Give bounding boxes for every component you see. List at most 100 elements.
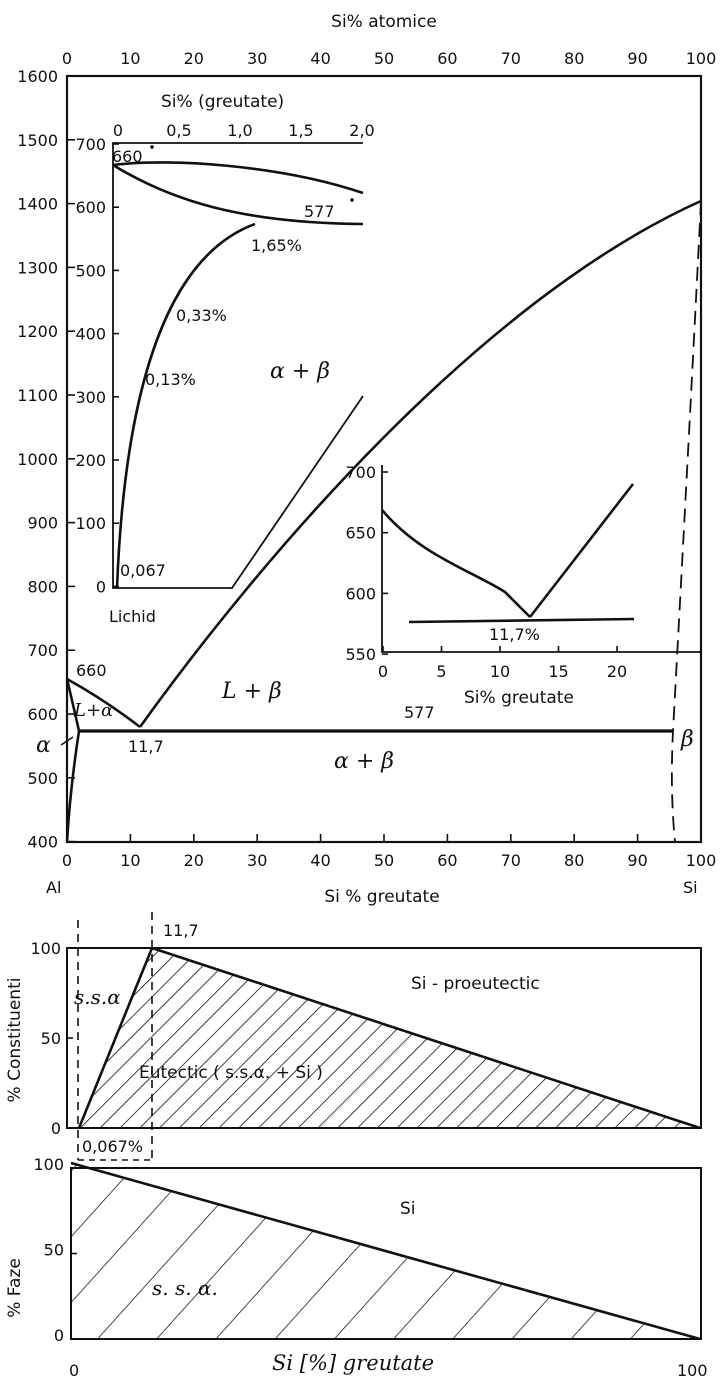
constituents-y-ticks: 100 50 0 (30, 939, 73, 1138)
eutectic-region-label: Eutectic ( s.s.α. + Si ) (139, 1063, 323, 1083)
inset2-eutectic-label: 11,7% (489, 625, 540, 644)
main-bottom-tick-label: 90 (627, 851, 647, 870)
alpha-label: α (36, 733, 51, 758)
main-plot-frame (65, 74, 703, 844)
main-top-tick-label: 70 (501, 49, 521, 68)
inset2-liquidus-al (381, 509, 531, 618)
marker-0067-label: 0,067% (82, 1137, 143, 1156)
inset1-y-tick-label: 100 (75, 514, 106, 533)
inset1-top-ticks: 0 0,5 1,0 1,5 2,0 (113, 121, 375, 140)
main-bottom-ticks: 0 10 20 30 40 50 60 70 80 90 100 (62, 834, 716, 870)
constituents-y-tick-label: 100 (30, 939, 61, 958)
main-bottom-tick-label: 30 (247, 851, 267, 870)
inset2-y-tick-label: 650 (345, 524, 376, 543)
inset2-eutectic-line (408, 617, 635, 624)
main-diagram: Si% atomice 0 10 20 30 40 50 60 70 80 90 100 16001… (17, 12, 716, 907)
phases-x-left-label: 0 (69, 1361, 79, 1380)
main-bottom-tick-label: 50 (374, 851, 394, 870)
alpha-leader (60, 736, 74, 746)
main-top-tick-label: 50 (374, 49, 394, 68)
main-bottom-tick-label: 80 (564, 851, 584, 870)
beta-label: β (680, 727, 694, 752)
liquidus-al-side (66, 677, 141, 729)
main-y-tick-label: 800 (27, 577, 58, 596)
main-bottom-axis-title: Si % greutate (324, 887, 439, 907)
constituents-y-axis-title: % Constituenti (5, 978, 25, 1103)
constituents-y-tick-label: 50 (41, 1029, 61, 1048)
solvus-line (65, 730, 81, 843)
inset1-y-tick-label: 500 (75, 261, 106, 280)
phases-y-axis-title: % Faze (5, 1258, 25, 1318)
phases-hatch (71, 1163, 700, 1339)
inset2-y-tick-label: 700 (345, 463, 376, 482)
inset1-y-tick-label: 700 (75, 135, 106, 154)
main-bottom-tick-label: 100 (686, 851, 717, 870)
marker-117-label: 11,7 (163, 921, 199, 940)
main-y-tick-label: 1400 (17, 195, 58, 214)
inset1-sol-013-label: 0,13% (145, 370, 196, 389)
alpha-beta-label: α + β (334, 749, 394, 774)
main-y-tick-label: 500 (27, 769, 58, 788)
main-y-tick-label: 1500 (17, 131, 58, 150)
inset2-x-tick-label: 5 (436, 662, 446, 681)
eutectic-hatch (79, 948, 700, 1128)
left-element-label: Al (46, 878, 61, 897)
main-y-ticks: 1600 1500 1400 1300 1200 1100 1000 900 800 700 600… (17, 67, 75, 852)
main-y-tick-label: 900 (27, 514, 58, 533)
main-top-ticks: 0 10 20 30 40 50 60 70 80 90 100 (62, 49, 716, 68)
main-bottom-tick-label: 60 (437, 851, 457, 870)
inset2-x-ticks: 0 5 10 15 20 (378, 646, 627, 681)
phases-x-right-label: 100 (677, 1361, 708, 1380)
main-y-tick-label: 1600 (17, 67, 58, 86)
main-top-tick-label: 40 (310, 49, 330, 68)
main-y-tick-label: 700 (27, 641, 58, 660)
main-top-axis-title: Si% atomice (331, 12, 437, 32)
inset2-x-tick-label: 20 (607, 662, 627, 681)
inset1-liquidus (112, 161, 364, 195)
main-top-tick-label: 60 (437, 49, 457, 68)
phases-ss-alpha-label: s. s. α. (152, 1276, 218, 1300)
main-y-tick-label: 600 (27, 705, 58, 724)
constituents-y-tick-label: 0 (51, 1119, 61, 1138)
l-alpha-label: L+α (73, 700, 113, 721)
inset2-liquidus-si (528, 483, 635, 618)
inset1-top-axis-title: Si% (greutate) (161, 92, 284, 112)
constituents-si-line (151, 946, 701, 1130)
liquidus-si-side (138, 199, 702, 728)
inset2-x-axis-title: Si% greutate (464, 688, 574, 708)
inset1-top-tick-label: 1,5 (288, 121, 313, 140)
phases-diagram: % Faze 100 50 0 Si s. s. α. 0 100 Si [%] g… (5, 1155, 708, 1380)
main-y-tick-label: 400 (27, 833, 58, 852)
phases-y-tick-label: 0 (54, 1326, 64, 1345)
inset1-top-tick-label: 0,5 (166, 121, 191, 140)
eutectic-comp-label: 11,7 (128, 737, 164, 756)
phases-y-tick-label: 100 (33, 1155, 64, 1174)
inset1-lichid-label: Lichid (109, 607, 156, 626)
inset-eutectic-diagram: 700 650 600 550 0 5 10 15 20 11,7% Si% greutate (345, 463, 701, 708)
main-top-tick-label: 100 (686, 49, 717, 68)
inset2-y-tick-label: 550 (345, 645, 376, 664)
main-top-tick-label: 0 (62, 49, 72, 68)
main-y-tick-label: 1000 (17, 450, 58, 469)
right-element-label: Si (683, 878, 698, 897)
main-bottom-tick-label: 20 (184, 851, 204, 870)
inset1-top-tick-label: 1,0 (227, 121, 252, 140)
phases-x-axis-title: Si [%] greutate (272, 1351, 434, 1375)
al-melting-label: 660 (76, 661, 107, 680)
inset1-top-tick-label: 0 (113, 121, 123, 140)
phases-si-label: Si (400, 1199, 416, 1219)
main-bottom-tick-label: 10 (120, 851, 140, 870)
main-top-tick-label: 30 (247, 49, 267, 68)
inset1-sol-033-label: 0,33% (176, 306, 227, 325)
inset1-frame (112, 142, 364, 589)
main-y-tick-label: 1300 (17, 258, 58, 277)
inset1-melting-label: 660 (112, 147, 143, 166)
proeutectic-label: Si - proeutectic (411, 974, 540, 994)
inset1-max-solubility-label: 1,65% (251, 236, 302, 255)
inset2-x-tick-label: 15 (548, 662, 568, 681)
inset2-y-tick-label: 600 (345, 584, 376, 603)
inset1-eutectic-label: 577 (304, 202, 335, 221)
inset1-top-tick-label: 2,0 (349, 121, 374, 140)
